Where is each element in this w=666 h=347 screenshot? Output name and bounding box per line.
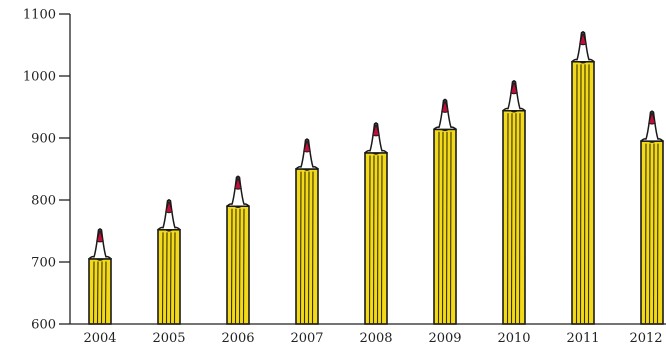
- y-tick-label: 900: [31, 132, 56, 147]
- pencil-stripe: [587, 64, 590, 324]
- pencil-stripe: [92, 261, 95, 324]
- x-tick-label: 2010: [497, 331, 530, 346]
- pencil-tip: [640, 110, 664, 142]
- pencil-stripe: [514, 113, 517, 324]
- pencil-stripe: [242, 208, 245, 324]
- pencil-stripe: [575, 64, 578, 324]
- pencil-stripe: [656, 143, 659, 324]
- pencil-bar-2004: [88, 228, 112, 325]
- pencil-lead: [648, 110, 656, 125]
- y-axis: 600 700 800 900 1000 1100: [23, 8, 71, 333]
- pencil-stripe: [437, 131, 440, 324]
- pencil-tip: [157, 199, 181, 231]
- pencil-stripe: [579, 64, 582, 324]
- pencil-tip: [226, 175, 250, 207]
- pencil-stripe: [368, 155, 371, 324]
- pencil-stripe: [169, 232, 172, 324]
- x-tick-label: 2004: [83, 331, 116, 346]
- pencil-stripe: [372, 155, 375, 324]
- pencil-stripe: [380, 155, 383, 324]
- x-tick-label: 2005: [152, 331, 185, 346]
- pencil-lead: [303, 138, 311, 153]
- x-tick-label: 2006: [221, 331, 254, 346]
- pencil-lead: [234, 175, 242, 190]
- pencil-stripe: [161, 232, 164, 324]
- pencil-stripe: [449, 131, 452, 324]
- pencil-bar-2009: [433, 98, 457, 325]
- pencil-bar-2010: [502, 79, 526, 325]
- pencil-stripe: [104, 261, 107, 324]
- chart-marks: [88, 30, 664, 325]
- y-tick-label: 600: [31, 318, 56, 333]
- pencil-stripe: [173, 232, 176, 324]
- pencil-lead: [165, 198, 173, 214]
- pencil-bar-2011: [571, 30, 595, 325]
- pencil-stripe: [238, 208, 241, 324]
- pencil-lead: [441, 98, 449, 113]
- pencil-tip: [433, 98, 457, 131]
- pencil-stripe: [311, 171, 314, 324]
- pencil-body: [88, 258, 112, 325]
- pencil-lead: [96, 228, 104, 243]
- y-tick-label: 1000: [23, 70, 56, 85]
- pencil-body: [571, 60, 595, 325]
- pencil-stripe: [376, 155, 379, 324]
- pencil-tip: [571, 30, 595, 63]
- pencil-body: [502, 109, 526, 325]
- pencil-stripe: [510, 113, 513, 324]
- pencil-tip: [88, 228, 112, 260]
- pencil-tip: [502, 79, 526, 112]
- pencil-stripe: [583, 64, 586, 324]
- pencil-body: [433, 128, 457, 325]
- pencil-bar-2012: [640, 110, 664, 325]
- pencil-body: [364, 152, 388, 325]
- pencil-stripe: [652, 143, 655, 324]
- pencil-stripe: [234, 208, 237, 324]
- pencil-body: [295, 168, 319, 325]
- pencil-stripe: [644, 143, 647, 324]
- pencil-stripe: [445, 131, 448, 324]
- x-tick-label: 2007: [290, 331, 323, 346]
- pencil-bar-2008: [364, 122, 388, 325]
- x-tick-label: 2011: [566, 331, 599, 346]
- pencil-body: [157, 228, 181, 325]
- pencil-bar-2007: [295, 138, 319, 325]
- pencil-stripe: [299, 171, 302, 324]
- pencil-stripe: [303, 171, 306, 324]
- pencil-stripe: [518, 113, 521, 324]
- pencil-bar-2006: [226, 175, 250, 325]
- y-tick-label: 1100: [23, 8, 56, 23]
- pencil-stripe: [307, 171, 310, 324]
- pencil-body: [640, 140, 664, 325]
- pencil-stripe: [441, 131, 444, 324]
- x-tick-label: 2012: [629, 331, 662, 346]
- pencil-stripe: [165, 232, 168, 324]
- pencil-stripe: [100, 261, 103, 324]
- pencil-stripe: [648, 143, 651, 324]
- pencil-lead: [372, 122, 380, 137]
- pencil-tip: [295, 138, 319, 170]
- x-tick-label: 2009: [428, 331, 461, 346]
- pencil-lead: [579, 30, 587, 46]
- y-tick-label: 700: [31, 256, 56, 271]
- pencil-lead: [510, 79, 518, 95]
- pencil-stripe: [96, 261, 99, 324]
- pencil-stripe: [506, 113, 509, 324]
- x-axis: 2004 2005 2006 2007 2008 2009 2010 2011 2012: [70, 323, 666, 346]
- pencil-bar-2005: [157, 198, 181, 325]
- y-tick-label: 800: [31, 194, 56, 209]
- pencil-stripe: [230, 208, 233, 324]
- pencil-tip: [364, 122, 388, 154]
- pencil-body: [226, 205, 250, 325]
- x-tick-label: 2008: [359, 331, 392, 346]
